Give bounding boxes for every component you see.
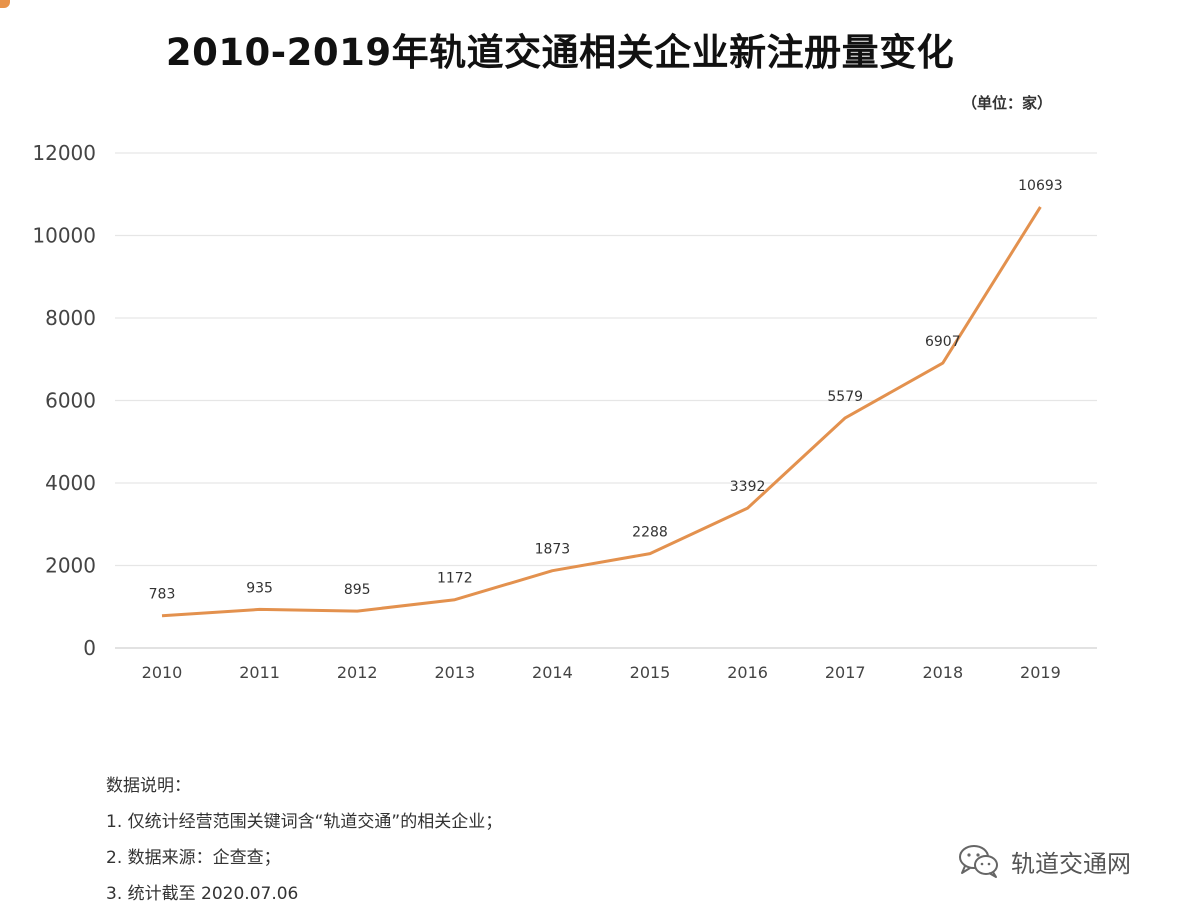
notes-heading: 数据说明： [106, 776, 191, 796]
wechat-icon [959, 845, 998, 878]
series-line [161, 206, 1042, 618]
y-tick-label: 6000 [45, 389, 96, 413]
x-tick-label: 2011 [239, 663, 280, 682]
x-tick-label: 2018 [922, 663, 963, 682]
corner-mark [0, 0, 10, 8]
y-tick-label: 8000 [45, 306, 96, 330]
x-tick-label: 2013 [434, 663, 475, 682]
y-tick-label: 0 [83, 636, 96, 660]
y-tick-label: 2000 [45, 554, 96, 578]
gridlines [115, 152, 1097, 649]
data-label: 1873 [535, 542, 571, 558]
data-label: 1172 [437, 571, 473, 587]
data-label: 2288 [632, 525, 668, 541]
y-axis-ticks: 0 2000 4000 6000 8000 10000 12000 [32, 141, 96, 660]
notes-item-3: 3. 统计截至 2020.07.06 [106, 884, 299, 904]
data-label: 783 [149, 587, 176, 603]
x-tick-label: 2014 [532, 663, 573, 682]
data-label: 5579 [827, 389, 863, 405]
notes-item-2: 2. 数据来源：企查查； [106, 848, 281, 868]
y-tick-label: 12000 [32, 141, 96, 165]
data-labels: 783 935 895 1172 1873 2288 3392 5579 6907 10693 [149, 178, 1063, 603]
data-label: 10693 [1018, 178, 1063, 194]
x-axis-ticks: 2010 2011 2012 2013 2014 2015 2016 2017 2018 2019 [142, 663, 1061, 682]
x-tick-label: 2015 [630, 663, 671, 682]
watermark: 轨道交通网 [957, 843, 1131, 879]
y-tick-label: 10000 [32, 224, 96, 248]
data-label: 895 [344, 582, 371, 598]
unit-label: （单位：家） [962, 94, 1053, 112]
data-label: 6907 [925, 334, 961, 350]
x-tick-label: 2010 [142, 663, 183, 682]
x-tick-label: 2012 [337, 663, 378, 682]
chart-title: 2010-2019年轨道交通相关企业新注册量变化 [165, 31, 955, 74]
watermark-text: 轨道交通网 [1011, 849, 1131, 878]
notes-item-1: 1. 仅统计经营范围关键词含“轨道交通”的相关企业； [106, 812, 503, 832]
x-tick-label: 2016 [727, 663, 768, 682]
x-tick-label: 2017 [825, 663, 866, 682]
y-tick-label: 4000 [45, 471, 96, 495]
x-tick-label: 2019 [1020, 663, 1061, 682]
notes-block: 数据说明： 1. 仅统计经营范围关键词含“轨道交通”的相关企业； 2. 数据来源… [106, 768, 502, 912]
data-label: 935 [246, 580, 273, 596]
data-label: 3392 [730, 479, 766, 495]
